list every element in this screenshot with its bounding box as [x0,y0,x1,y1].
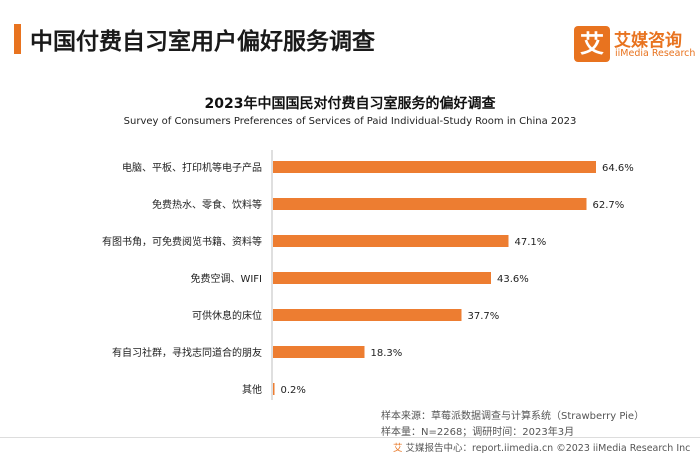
category-label: 免费空调、WIFI [190,272,262,285]
data-label: 37.7% [468,311,500,322]
footer-divider [0,437,700,438]
bar [273,309,462,321]
data-label: 18.3% [371,348,403,359]
category-label: 可供休息的床位 [192,309,262,322]
bar [273,235,509,247]
logo-subtitle: iiMedia Research [615,48,696,59]
logo-name: 艾媒咨询 [614,31,682,51]
chart-title: 2023年中国国民对付费自习室服务的偏好调查 [204,96,496,112]
data-label: 43.6% [497,274,529,285]
bar [273,383,275,395]
data-label: 0.2% [281,385,306,396]
footnote-source: 样本来源：草莓派数据调查与计算系统（Strawberry Pie） [381,411,645,422]
category-label: 有图书角，可免费阅览书籍、资料等 [102,235,262,248]
data-label: 64.6% [602,163,634,174]
chart-subtitle: Survey of Consumers Preferences of Servi… [123,116,577,127]
bar [273,198,587,210]
category-label: 有自习社群，寻找志同道合的朋友 [112,346,262,359]
logo-mark-icon: 艾 [574,26,610,62]
bar [273,272,491,284]
bar [273,161,596,173]
title-accent-bar [14,24,21,54]
page-title: 中国付费自习室用户偏好服务调查 [30,29,375,55]
category-label: 免费热水、零食、饮料等 [152,198,262,211]
footer: 艾艾媒报告中心：report.iimedia.cn ©2023 iiMedia … [393,440,690,454]
category-label: 电脑、平板、打印机等电子产品 [122,161,262,174]
footer-logo-icon: 艾 [393,443,403,454]
bar [273,346,365,358]
footer-text: 艾媒报告中心：report.iimedia.cn ©2023 iiMedia R… [405,443,691,454]
data-label: 47.1% [515,237,547,248]
iimedia-logo: 艾 艾媒咨询 iiMedia Research [566,24,696,66]
footnote-sample: 样本量：N=2268；调研时间：2023年3月 [381,427,575,438]
data-label: 62.7% [593,200,625,211]
title-bar: 中国付费自习室用户偏好服务调查 艾 艾媒咨询 iiMedia Research [0,10,700,62]
category-label: 其他 [242,383,262,396]
